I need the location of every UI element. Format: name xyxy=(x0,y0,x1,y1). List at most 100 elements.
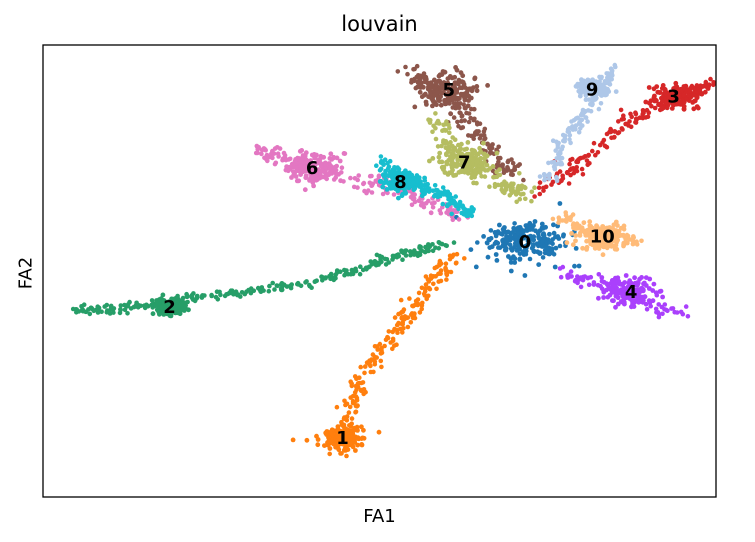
point xyxy=(427,120,433,125)
point xyxy=(379,345,384,351)
point xyxy=(448,269,454,275)
point xyxy=(610,284,616,289)
point xyxy=(600,252,606,258)
point xyxy=(328,271,334,277)
point xyxy=(468,115,473,121)
point xyxy=(482,155,488,161)
point xyxy=(171,296,176,302)
point xyxy=(288,284,294,289)
point xyxy=(669,306,674,311)
point xyxy=(376,429,382,435)
point xyxy=(615,130,621,136)
point xyxy=(512,256,518,261)
point xyxy=(350,393,356,399)
point xyxy=(215,297,221,302)
point xyxy=(553,245,559,251)
point xyxy=(287,166,293,172)
point xyxy=(262,146,268,152)
point xyxy=(427,158,432,164)
point xyxy=(405,71,410,77)
point xyxy=(444,119,449,124)
point xyxy=(570,156,575,162)
point xyxy=(521,177,526,183)
point xyxy=(588,224,594,229)
point xyxy=(510,160,516,166)
point xyxy=(552,264,558,270)
point xyxy=(354,404,360,409)
point xyxy=(224,292,229,297)
point xyxy=(304,437,310,443)
point xyxy=(423,91,428,97)
point xyxy=(502,190,507,196)
point xyxy=(432,92,438,98)
point xyxy=(357,271,363,277)
point xyxy=(161,299,166,305)
point xyxy=(429,201,435,206)
point xyxy=(372,259,378,264)
point xyxy=(583,88,589,94)
point xyxy=(457,110,463,115)
point xyxy=(576,263,582,269)
point xyxy=(431,281,436,287)
point xyxy=(513,233,518,239)
point xyxy=(108,303,114,309)
point xyxy=(494,258,500,263)
point xyxy=(525,238,531,244)
point xyxy=(529,198,534,204)
point xyxy=(507,242,513,248)
point xyxy=(402,249,408,254)
point xyxy=(419,306,425,312)
point xyxy=(396,195,401,201)
point xyxy=(425,188,431,193)
point xyxy=(453,97,459,102)
point xyxy=(432,86,437,91)
point xyxy=(354,376,359,382)
point xyxy=(385,180,391,186)
point xyxy=(561,234,566,239)
point xyxy=(573,127,578,132)
point xyxy=(650,288,656,293)
point xyxy=(327,162,333,168)
point xyxy=(574,158,580,164)
point xyxy=(613,89,619,94)
point xyxy=(496,144,502,150)
point xyxy=(398,297,404,303)
point xyxy=(577,121,583,126)
point xyxy=(633,116,639,122)
point xyxy=(435,144,441,149)
point xyxy=(466,111,472,116)
point xyxy=(474,159,480,165)
point xyxy=(687,89,693,94)
point xyxy=(449,211,455,217)
point xyxy=(342,425,347,431)
point xyxy=(182,300,187,306)
point xyxy=(453,65,458,70)
point xyxy=(596,88,601,94)
point xyxy=(470,85,476,91)
point xyxy=(378,358,384,364)
point xyxy=(444,152,449,158)
point xyxy=(248,286,254,291)
point xyxy=(418,82,424,87)
point xyxy=(437,72,443,78)
point xyxy=(551,252,557,257)
cluster-label-9: 9 xyxy=(586,79,599,100)
point xyxy=(695,105,701,111)
point xyxy=(662,302,668,307)
point xyxy=(649,103,654,109)
point xyxy=(648,303,653,309)
point xyxy=(279,281,284,287)
point xyxy=(574,165,579,170)
point xyxy=(175,304,181,310)
point xyxy=(464,146,470,152)
point xyxy=(292,164,298,170)
point xyxy=(507,193,513,198)
point xyxy=(401,326,406,331)
point xyxy=(503,247,509,253)
point xyxy=(299,165,305,171)
point xyxy=(651,281,657,287)
point xyxy=(485,83,490,88)
point xyxy=(478,156,484,161)
point xyxy=(691,93,697,98)
point xyxy=(584,244,590,250)
